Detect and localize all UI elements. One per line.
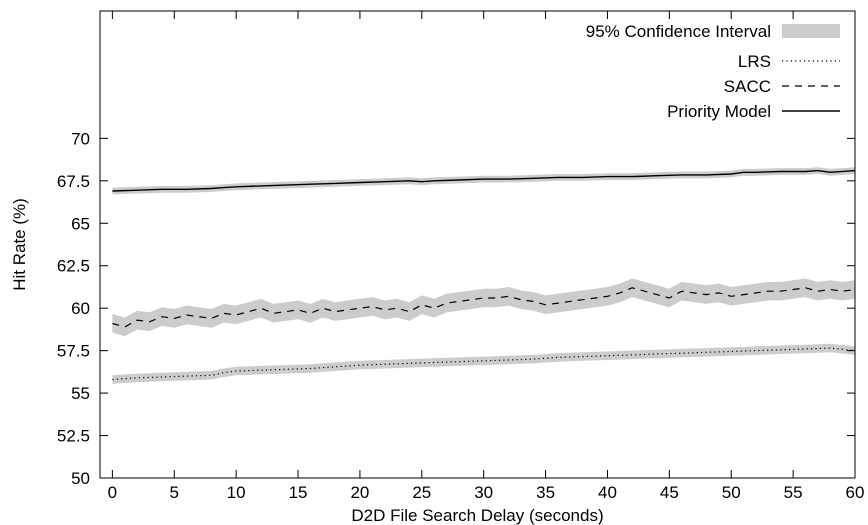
x-tick-label: 0 — [108, 483, 117, 502]
x-tick-label: 20 — [350, 483, 369, 502]
series-line-lrs — [112, 347, 856, 381]
x-tick-label: 15 — [289, 483, 308, 502]
y-tick-label: 70 — [71, 129, 90, 148]
confidence-band-priority-model — [112, 167, 855, 195]
y-tick-label: 57.5 — [57, 342, 90, 361]
series-line-priority-model — [112, 169, 856, 192]
x-tick-label: 10 — [227, 483, 246, 502]
x-tick-label: 45 — [660, 483, 679, 502]
plot-frame — [99, 10, 856, 479]
series-line-sacc — [112, 287, 856, 328]
x-tick-label: 25 — [412, 483, 431, 502]
x-axis-ticks: 0 5 10 15 20 25 30 35 40 45 50 55 60 — [108, 11, 865, 502]
y-tick-label: 50 — [71, 469, 90, 488]
confidence-bands — [112, 167, 855, 384]
y-tick-label: 65 — [71, 214, 90, 233]
y-axis-ticks: 50 52.5 55 57.5 60 62.5 65 67.5 70 — [57, 129, 855, 488]
x-tick-label: 55 — [784, 483, 803, 502]
y-tick-label: 62.5 — [57, 257, 90, 276]
legend-swatch-confidence-interval — [782, 24, 840, 38]
x-tick-label: 30 — [474, 483, 493, 502]
x-tick-label: 60 — [846, 483, 865, 502]
x-tick-label: 35 — [536, 483, 555, 502]
series-lines — [112, 169, 856, 381]
legend: 95% Confidence Interval LRS SACC Priorit… — [586, 22, 840, 121]
confidence-band-lrs — [112, 343, 855, 384]
legend-label-confidence-interval: 95% Confidence Interval — [586, 22, 771, 41]
y-tick-label: 55 — [71, 384, 90, 403]
confidence-band-sacc — [112, 278, 855, 337]
x-tick-label: 5 — [170, 483, 179, 502]
x-tick-label: 50 — [722, 483, 741, 502]
y-tick-label: 60 — [71, 299, 90, 318]
x-tick-label: 40 — [598, 483, 617, 502]
legend-label-sacc: SACC — [724, 77, 771, 96]
y-tick-label: 67.5 — [57, 172, 90, 191]
y-axis-title: Hit Rate (%) — [10, 198, 29, 291]
legend-label-priority-model: Priority Model — [667, 102, 771, 121]
x-axis-title: D2D File Search Delay (seconds) — [351, 506, 603, 525]
legend-label-lrs: LRS — [738, 52, 771, 71]
y-tick-label: 52.5 — [57, 427, 90, 446]
